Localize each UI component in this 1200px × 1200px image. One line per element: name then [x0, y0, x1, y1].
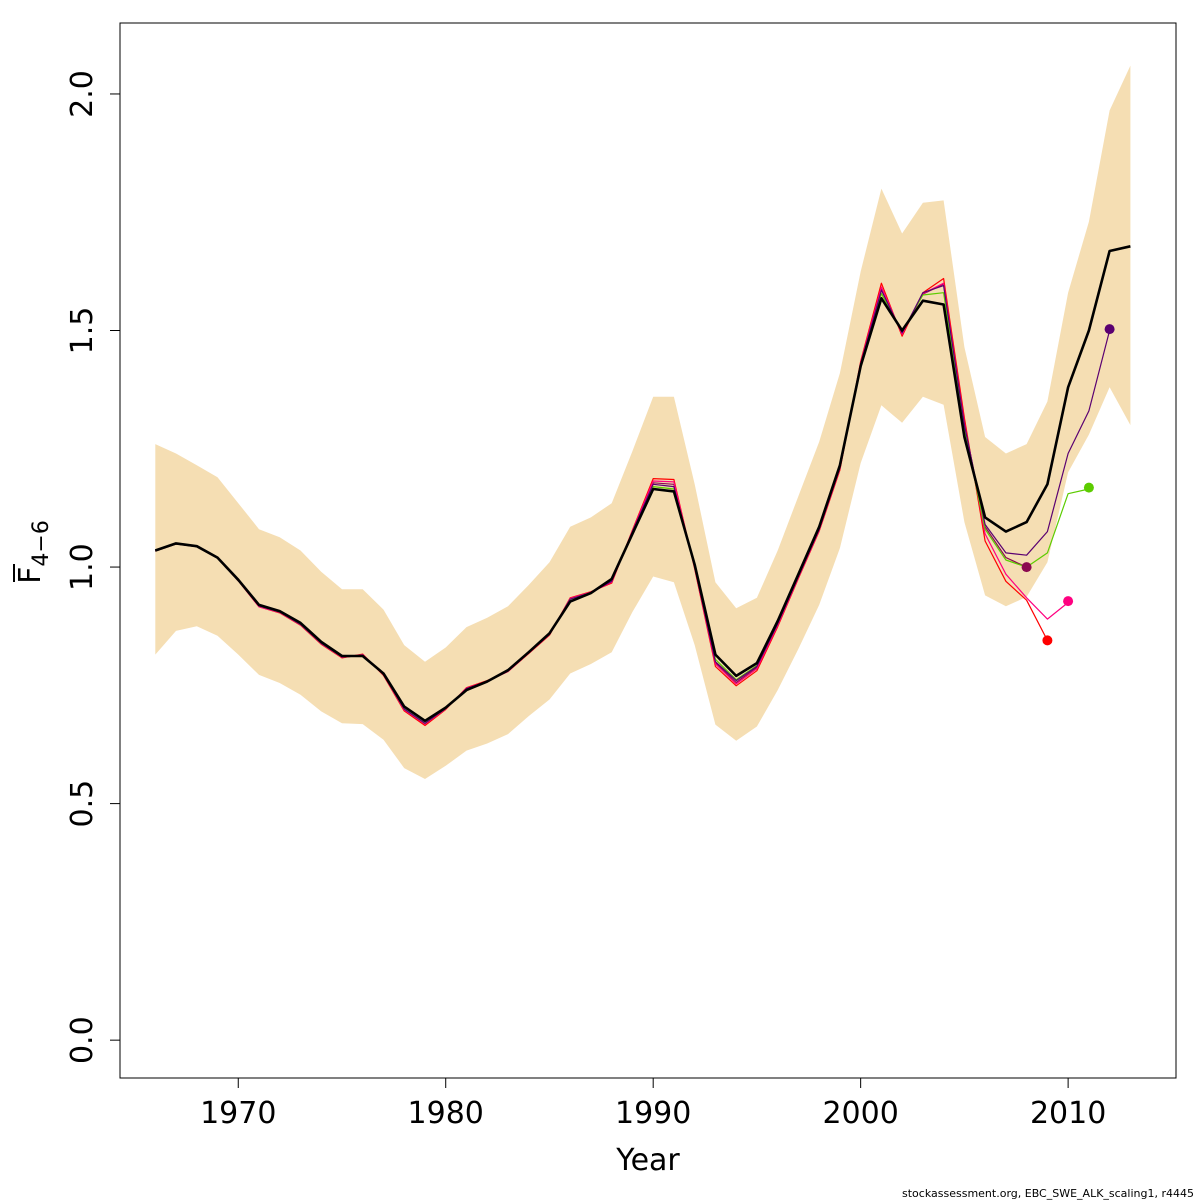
y-tick-label-4: 2.0	[65, 70, 100, 118]
series-layer	[154, 245, 1131, 727]
x-tick-label-1970: 1970	[200, 1096, 276, 1131]
x-tick-label-2000: 2000	[822, 1096, 898, 1131]
endpoint-marker-0	[1104, 324, 1115, 335]
x-axis: 1970 1980 1990 2000 2010	[200, 1078, 1106, 1131]
endpoint-marker-2	[1063, 596, 1074, 607]
y-tick-label-2: 1.0	[65, 543, 100, 591]
y-axis-title-main: F	[13, 567, 48, 584]
confidence-band-layer	[155, 65, 1131, 780]
series-line-0	[154, 245, 1131, 723]
endpoint-marker-1	[1083, 482, 1094, 493]
y-tick-label-1: 0.5	[65, 780, 100, 828]
confidence-band	[155, 65, 1131, 780]
x-tick-label-1980: 1980	[408, 1096, 484, 1131]
y-tick-label-0: 0.0	[65, 1016, 100, 1064]
x-tick-label-2010: 2010	[1030, 1096, 1106, 1131]
x-tick-label-1990: 1990	[615, 1096, 691, 1131]
y-axis-title-sub: 4−6	[29, 520, 54, 566]
y-axis: 0.0 0.5 1.0 1.5 2.0	[65, 70, 120, 1064]
svg-text:F4−6: F4−6	[13, 520, 54, 584]
footer-credit: stockassessment.org, EBC_SWE_ALK_scaling…	[902, 1187, 1194, 1200]
endpoints-layer	[1021, 324, 1115, 646]
y-axis-title: F4−6	[13, 520, 54, 584]
endpoint-marker-3	[1042, 635, 1053, 646]
plot-frame	[119, 22, 1177, 1079]
x-axis-title: Year	[615, 1143, 680, 1178]
endpoint-marker-4	[1021, 562, 1032, 573]
y-tick-label-3: 1.5	[65, 307, 100, 355]
